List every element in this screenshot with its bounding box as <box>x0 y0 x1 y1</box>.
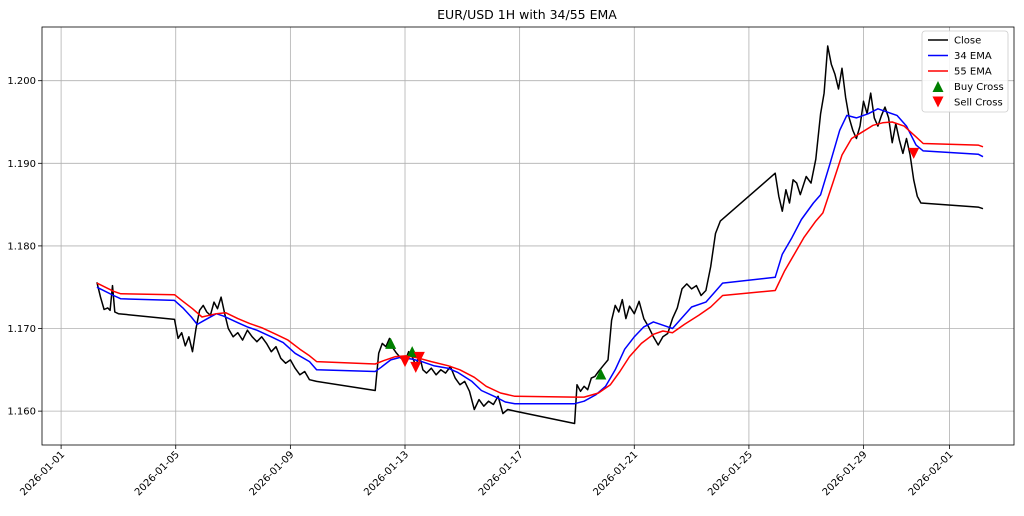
plot-frame <box>41 26 1015 446</box>
legend-sell-cross-label: Sell Cross <box>954 98 1003 109</box>
legend-close-label: Close <box>954 36 981 47</box>
y-tick-label: 1.200 <box>7 76 36 87</box>
buy-cross-marker <box>385 337 397 349</box>
plot-area <box>42 27 1014 445</box>
y-axis: 1.160 1.170 1.180 1.190 1.200 <box>7 76 42 418</box>
legend-box <box>921 30 1009 113</box>
legend-buy-cross-label: Buy Cross <box>954 82 1004 93</box>
legend-buy-cross-swatch <box>932 81 944 92</box>
legend-55-ema-label: 55 EMA <box>954 67 992 78</box>
y-tick-label: 1.170 <box>7 324 36 335</box>
markers-layer <box>385 147 920 380</box>
legend: Close 34 EMA 55 EMA Buy Cross Sell Cross <box>921 30 1009 113</box>
series-55-ema-line <box>96 121 984 398</box>
sell-cross-marker <box>410 361 422 373</box>
chart-title: EUR/USD 1H with 34/55 EMA <box>437 7 617 22</box>
sell-cross-marker <box>413 351 425 363</box>
series-layer <box>96 45 984 425</box>
legend-34-ema-label: 34 EMA <box>954 51 992 62</box>
buy-cross-marker <box>595 368 607 380</box>
y-tick-label: 1.180 <box>7 241 36 252</box>
sell-cross-marker <box>908 147 920 159</box>
series-34-ema-line <box>96 108 984 405</box>
y-tick-label: 1.190 <box>7 159 36 170</box>
legend-sell-cross-swatch <box>932 96 944 108</box>
buy-cross-marker <box>406 346 418 358</box>
y-tick-label: 1.160 <box>7 407 36 418</box>
sell-cross-marker <box>399 356 411 368</box>
